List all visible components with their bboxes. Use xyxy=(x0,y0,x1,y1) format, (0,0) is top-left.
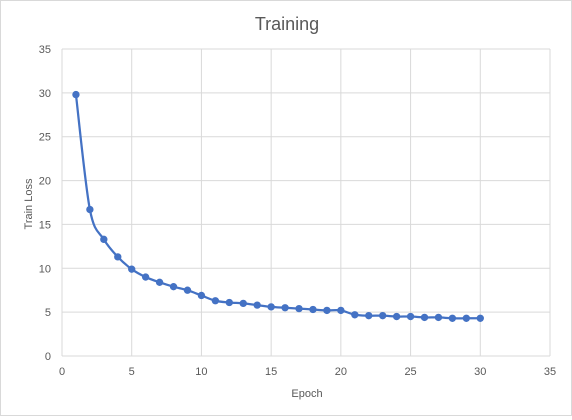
series-train-loss xyxy=(72,90,484,322)
data-point xyxy=(309,305,317,314)
y-tick-label: 0 xyxy=(45,351,51,363)
y-axis-tick-labels: 0 5 10 15 20 25 30 35 xyxy=(39,44,51,363)
data-point xyxy=(392,312,401,321)
data-point xyxy=(323,306,331,315)
x-tick-label: 15 xyxy=(265,366,277,378)
x-tick-label: 30 xyxy=(474,366,486,378)
data-point xyxy=(351,311,359,319)
data-point xyxy=(183,286,192,294)
data-point xyxy=(239,299,247,308)
data-point xyxy=(448,314,457,322)
x-tick-label: 0 xyxy=(59,366,65,378)
y-tick-label: 5 xyxy=(45,307,51,319)
data-point xyxy=(225,298,233,307)
data-point xyxy=(72,90,80,99)
y-tick-label: 20 xyxy=(39,176,51,188)
data-point xyxy=(100,235,108,244)
data-point xyxy=(281,304,289,312)
y-tick-label: 15 xyxy=(39,219,51,231)
data-point xyxy=(295,304,303,313)
data-point xyxy=(476,314,484,322)
x-tick-label: 5 xyxy=(129,366,135,378)
data-point xyxy=(128,265,136,273)
data-point xyxy=(197,291,206,300)
data-point xyxy=(420,313,429,322)
data-point xyxy=(141,273,150,281)
data-point xyxy=(169,283,178,291)
y-tick-label: 25 xyxy=(39,132,51,144)
data-point xyxy=(211,297,220,305)
y-tick-label: 10 xyxy=(39,263,51,275)
data-point xyxy=(267,303,275,311)
x-tick-label: 10 xyxy=(195,366,207,378)
data-point xyxy=(406,312,415,321)
y-tick-label: 35 xyxy=(39,44,51,56)
y-axis-label: Train Loss xyxy=(23,178,35,229)
series-line xyxy=(74,94,481,320)
x-axis-tick-labels: 0 5 10 15 20 25 30 35 xyxy=(59,366,556,378)
data-point xyxy=(253,301,261,309)
gridlines xyxy=(61,48,551,357)
data-point xyxy=(379,311,387,320)
x-axis-label: Epoch xyxy=(291,388,322,400)
y-tick-label: 30 xyxy=(39,88,51,100)
x-tick-label: 35 xyxy=(544,366,556,378)
data-point xyxy=(434,313,443,322)
data-point xyxy=(155,278,164,286)
chart-title: Training xyxy=(255,14,319,34)
data-point xyxy=(365,311,373,320)
x-tick-label: 20 xyxy=(335,366,347,378)
data-point xyxy=(462,314,471,322)
data-point xyxy=(86,205,94,214)
data-point xyxy=(114,253,122,261)
x-tick-label: 25 xyxy=(404,366,416,378)
data-point xyxy=(337,306,345,315)
